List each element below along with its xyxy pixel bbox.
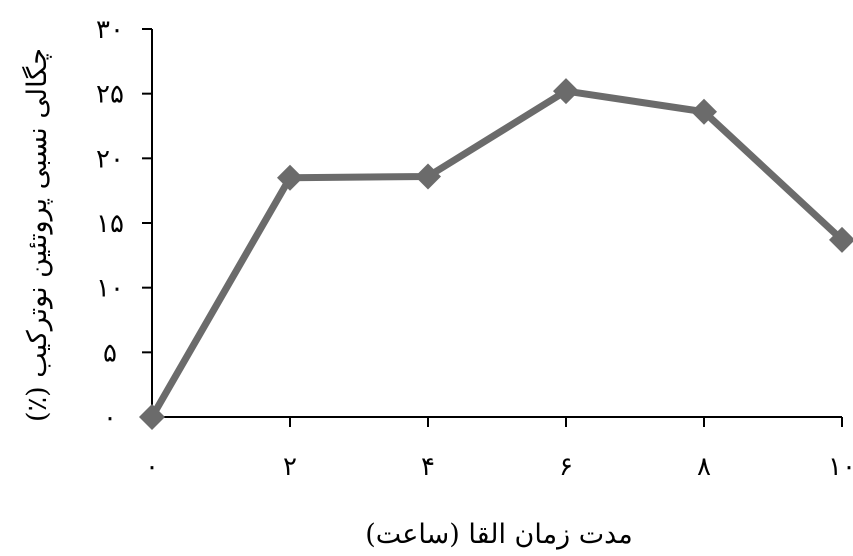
y-tick-label: ۵ xyxy=(103,338,117,368)
data-point xyxy=(553,78,579,105)
y-tick-label: ۲۵ xyxy=(96,80,124,110)
x-tick-label: ۸ xyxy=(697,452,711,482)
data-point xyxy=(691,98,717,125)
y-tick-label: ۲۰ xyxy=(96,144,124,174)
x-axis-title: مدت زمان القا (ساعت) xyxy=(365,519,633,550)
data-point xyxy=(829,226,853,253)
y-tick-label: ۱۰ xyxy=(96,274,124,304)
series-line xyxy=(148,87,845,419)
x-tick-label: ۱۰ xyxy=(828,452,853,482)
series-group xyxy=(139,78,853,430)
y-axis-title: چگالی نسبی پروتئین نوترکیب (٪) xyxy=(21,48,53,422)
data-point xyxy=(277,164,303,191)
y-tick-label: ۱۵ xyxy=(96,209,124,239)
x-axis: ۰ ۲ ۴ ۶ ۸ ۱۰ xyxy=(145,416,853,482)
data-point xyxy=(415,163,441,190)
y-tick-label: ۳۰ xyxy=(96,15,124,45)
data-point xyxy=(139,404,165,430)
x-tick-label: ۰ xyxy=(145,452,159,482)
y-tick-label: ۰ xyxy=(103,403,117,433)
y-axis: ۰ ۵ ۱۰ ۱۵ ۲۰ ۲۵ ۳۰ xyxy=(96,15,153,433)
x-tick-label: ۴ xyxy=(421,452,435,482)
x-tick-label: ۶ xyxy=(559,452,573,482)
x-tick-label: ۲ xyxy=(283,452,297,482)
